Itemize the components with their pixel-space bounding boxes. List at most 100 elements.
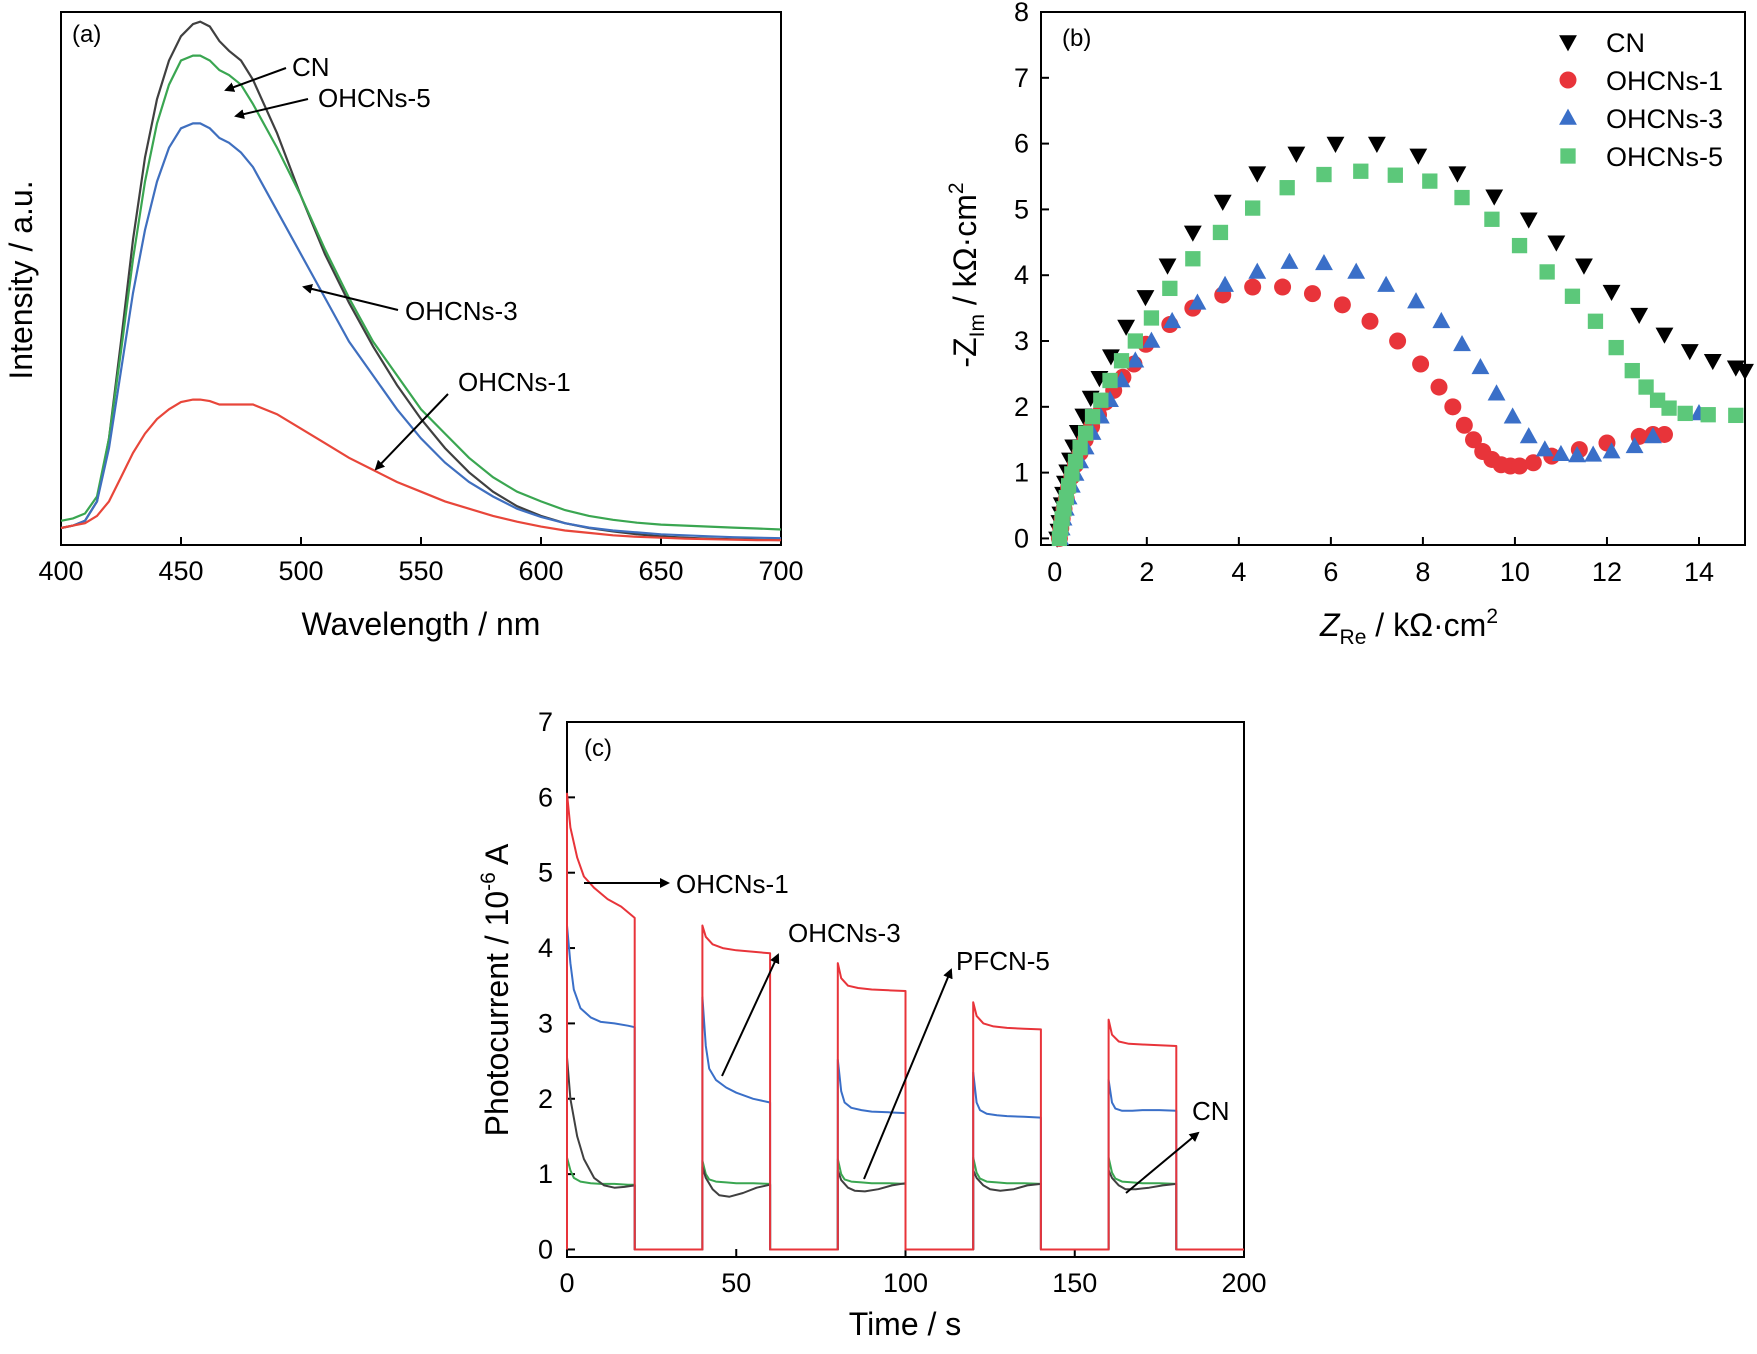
c-annotation-cn: CN (1192, 1096, 1230, 1126)
b-point-ohcns-5-4 (1058, 489, 1074, 506)
c-y-tick-label-4: 4 (538, 933, 553, 963)
a-annotation-ohcns1: OHCNs-1 (458, 367, 571, 397)
c-y-tick-label-5: 5 (538, 858, 553, 888)
b-point-ohcns-1-26 (1412, 355, 1430, 373)
b-point-cn-22 (1326, 136, 1345, 153)
b-point-ohcns-1-23 (1333, 296, 1351, 314)
b-point-ohcns-3-30 (1535, 440, 1554, 457)
panel-a-label: (a) (72, 21, 101, 48)
c-x-tick-label-150: 150 (1052, 1268, 1097, 1298)
b-point-ohcns-5-22 (1353, 163, 1369, 179)
a-x-tick-label-650: 650 (638, 556, 683, 586)
b-point-ohcns-1-28 (1444, 398, 1462, 416)
b-y-tick-label-5: 5 (1014, 194, 1029, 224)
c-arrow-ohcns3 (721, 953, 780, 1077)
b-point-cn-23 (1367, 136, 1386, 153)
b-legend-marker-ohcns-5 (1560, 148, 1576, 164)
b-point-cn-15 (1117, 319, 1136, 336)
b-x-tick-label-14: 14 (1684, 557, 1714, 587)
panel-b-series (1048, 136, 1754, 548)
c-series-line-pfcn-5 (566, 1156, 1244, 1251)
panel-c-ticks: 0 50 100 150 200 0 1 2 3 4 5 6 7 (538, 707, 1267, 1298)
b-point-ohcns-5-25 (1454, 189, 1470, 206)
b-legend-label-ohcns-5: OHCNs-5 (1606, 142, 1723, 172)
b-point-ohcns-3-25 (1453, 334, 1471, 352)
b-point-ohcns-5-31 (1608, 339, 1624, 356)
panel-b-label: (b) (1062, 25, 1091, 52)
a-arrow-cn (224, 67, 287, 92)
b-point-cn-27 (1519, 212, 1538, 229)
b-point-ohcns-5-8 (1072, 439, 1088, 456)
b-point-ohcns-3-22 (1377, 275, 1396, 292)
b-point-ohcns-3-32 (1568, 446, 1586, 463)
b-point-cn-30 (1602, 284, 1621, 302)
b-x-tick-label-2: 2 (1139, 557, 1154, 587)
b-point-ohcns-5-34 (1649, 392, 1666, 408)
c-arrow-pfcn5 (863, 968, 953, 1180)
b-point-cn-33 (1680, 344, 1699, 361)
b-point-cn-18 (1183, 225, 1202, 242)
b-point-ohcns-5-32 (1624, 362, 1640, 379)
b-point-ohcns-5-33 (1638, 379, 1654, 395)
c-y-axis-text: Photocurrent / 10 (479, 891, 515, 1136)
panel-b-legend: CN OHCNs-1 OHCNs-3 OHCNs-5 (1559, 28, 1723, 172)
c-y-tick-label-0: 0 (538, 1234, 553, 1264)
a-arrow-ohcns5 (234, 98, 309, 120)
b-point-ohcns-1-24 (1361, 312, 1379, 330)
b-point-ohcns-3-28 (1503, 407, 1522, 424)
b-point-ohcns-1-20 (1244, 278, 1262, 296)
b-point-ohcns-3-36 (1644, 427, 1662, 444)
b-x-axis-symbol: Z (1319, 607, 1341, 643)
c-annotation-pfcn5: PFCN-5 (956, 946, 1050, 976)
b-point-cn-16 (1136, 290, 1155, 307)
a-series-line-ohcns-1 (60, 398, 781, 542)
b-point-ohcns-5-37 (1700, 407, 1716, 423)
b-point-ohcns-5-15 (1143, 310, 1160, 326)
c-annotation-ohcns1: OHCNs-1 (676, 869, 789, 899)
c-y-tick-label-7: 7 (538, 707, 553, 737)
b-point-ohcns-1-30 (1465, 431, 1483, 449)
c-y-axis-exponent: -6 (477, 872, 500, 891)
a-arrow-ohcns1 (374, 393, 449, 471)
b-point-ohcns-3-17 (1216, 275, 1234, 292)
b-point-ohcns-5-14 (1127, 333, 1143, 349)
a-x-tick-label-450: 450 (158, 556, 203, 586)
b-legend-marker-cn (1559, 35, 1577, 52)
panel-c-series (566, 792, 1244, 1251)
a-annotation-cn: CN (292, 52, 330, 82)
b-legend-label-cn: CN (1606, 28, 1645, 58)
b-point-ohcns-1-22 (1303, 285, 1321, 303)
b-y-tick-label-6: 6 (1014, 129, 1029, 159)
a-x-tick-label-500: 500 (278, 556, 323, 586)
c-series-line-ohcns-3 (566, 924, 1244, 1251)
b-point-ohcns-5-11 (1093, 392, 1109, 408)
b-x-tick-label-6: 6 (1323, 557, 1338, 587)
c-y-tick-label-3: 3 (538, 1008, 553, 1038)
b-x-axis-unit: / kΩ·cm (1366, 607, 1486, 643)
b-point-ohcns-5-36 (1677, 405, 1693, 422)
b-point-ohcns-5-38 (1728, 407, 1744, 424)
b-point-ohcns-5-17 (1185, 251, 1201, 267)
b-point-ohcns-5-29 (1564, 288, 1581, 304)
b-x-axis-superscript: 2 (1486, 605, 1498, 628)
b-y-tick-label-8: 8 (1014, 0, 1029, 27)
b-point-cn-25 (1448, 166, 1467, 183)
c-x-tick-label-100: 100 (883, 1268, 928, 1298)
b-x-tick-label-0: 0 (1047, 557, 1062, 587)
b-y-tick-label-1: 1 (1014, 458, 1029, 488)
b-x-tick-label-12: 12 (1592, 557, 1622, 587)
panel-b-x-axis-label: ZRe / kΩ·cm2 (1319, 605, 1498, 649)
b-y-axis-unit: / kΩ·cm (947, 194, 983, 314)
b-point-ohcns-3-19 (1280, 252, 1299, 269)
a-annotation-ohcns5: OHCNs-5 (318, 83, 431, 113)
b-point-ohcns-3-26 (1471, 357, 1490, 375)
b-point-ohcns-5-16 (1162, 280, 1178, 297)
c-annotation-ohcns3: OHCNs-3 (788, 918, 901, 948)
b-point-ohcns-5-23 (1387, 167, 1403, 183)
b-point-ohcns-1-36 (1524, 454, 1542, 472)
c-x-tick-label-50: 50 (721, 1268, 751, 1298)
panel-b-frame (1040, 11, 1746, 546)
panel-c: (c) 0 50 100 150 200 0 1 2 3 4 5 6 7 Time / s Photoc… (477, 707, 1267, 1342)
